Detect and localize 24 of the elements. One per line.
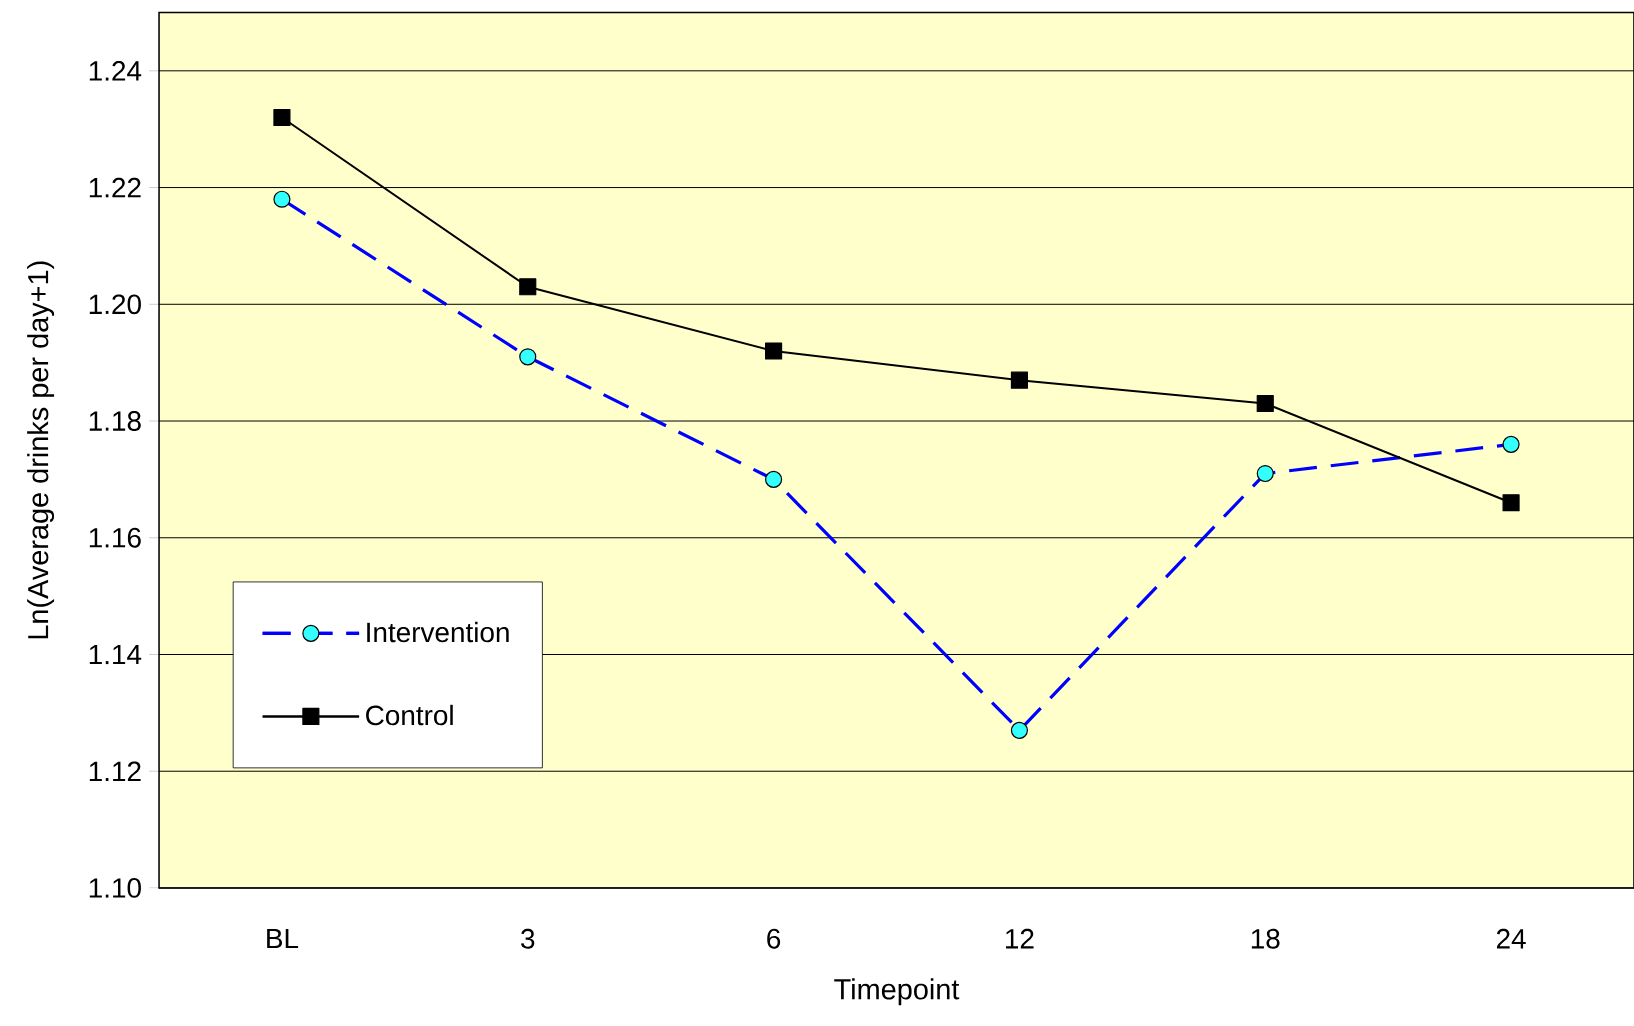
point <box>765 342 783 360</box>
point <box>273 109 291 127</box>
y-tick-label: 1.18 <box>89 411 141 432</box>
x-tick-label: 3 <box>521 929 535 949</box>
x-tick-label: 12 <box>1006 929 1034 949</box>
x-tick-label: 6 <box>767 929 781 949</box>
point <box>1010 371 1028 389</box>
y-tick-label: 1.14 <box>89 645 142 665</box>
point <box>1256 395 1274 413</box>
legend-label: Intervention <box>367 622 509 643</box>
point <box>519 278 537 296</box>
y-axis-title: Ln(Average drinks per day+1) <box>27 261 55 639</box>
y-tick-label: 1.20 <box>89 294 141 315</box>
x-axis-title: Timepoint <box>834 978 960 1006</box>
point <box>1502 494 1520 512</box>
y-tick-label: 1.22 <box>89 178 141 198</box>
x-tick-label: BL <box>267 929 299 949</box>
y-tick-label: 1.10 <box>89 878 141 899</box>
legend-label: Control <box>366 705 453 726</box>
y-tick-label: 1.24 <box>89 61 142 81</box>
x-tick-label: 24 <box>1496 929 1526 949</box>
y-tick-label: 1.12 <box>89 761 141 782</box>
y-tick-label: 1.16 <box>89 528 141 548</box>
x-tick-label: 18 <box>1251 929 1280 949</box>
